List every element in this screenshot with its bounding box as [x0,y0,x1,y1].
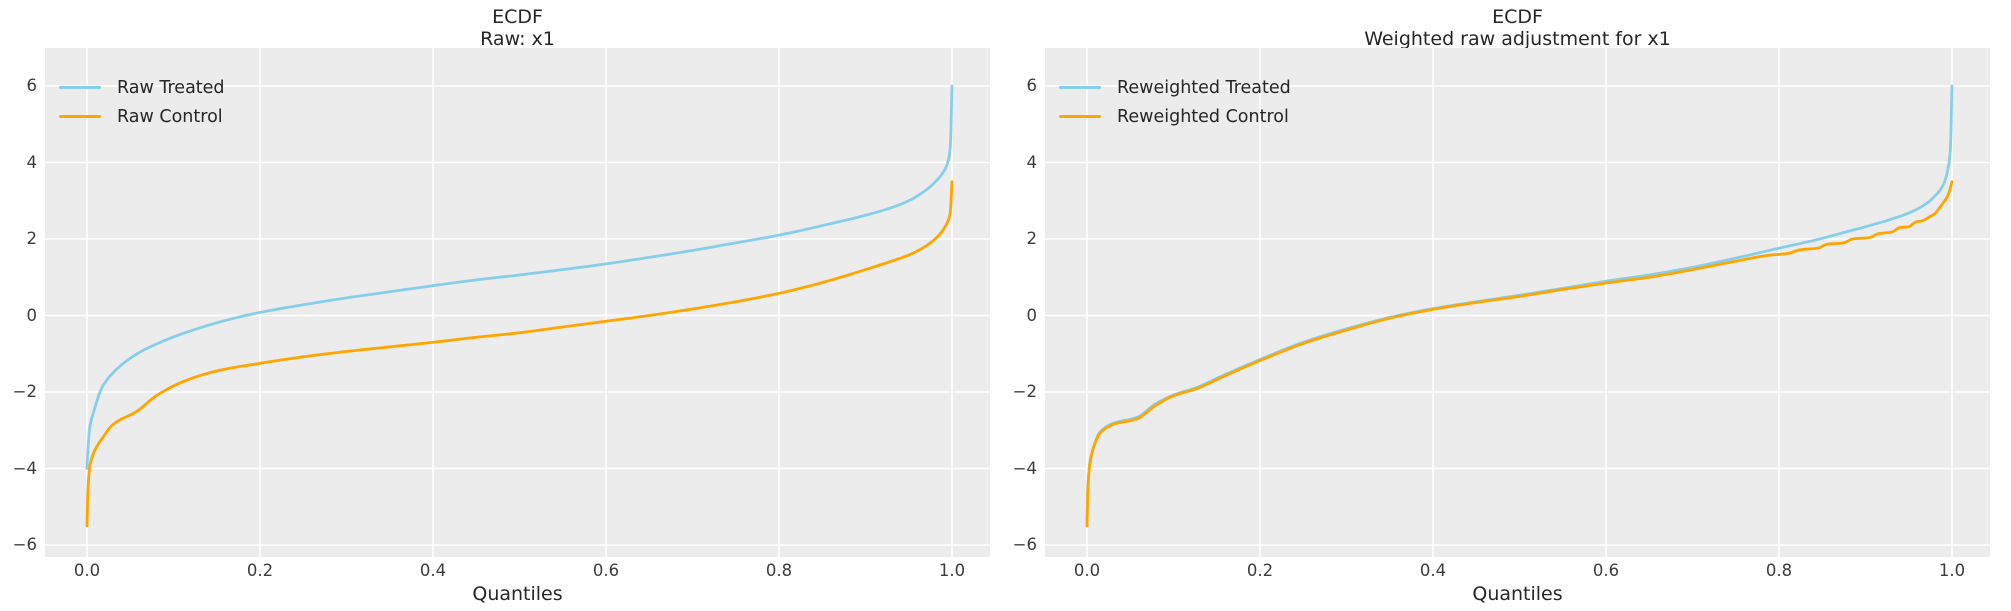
x-axis-label: Quantiles [472,583,563,605]
plot-area: Raw Treated Raw Control [45,48,990,557]
legend-line-sample [1059,86,1101,89]
y-tick-label: 6 [26,76,38,95]
legend-label: Raw Control [117,106,223,127]
legend-entry: Raw Treated [59,73,225,102]
x-tick-label: 0.6 [592,561,620,580]
plot-title: ECDF Raw: x1 [45,6,990,50]
legend-label: Reweighted Control [1117,106,1289,127]
series-line-reweighted-treated [1085,84,1954,528]
y-tick-label: −4 [1012,458,1037,478]
x-tick-label: 0.2 [246,561,274,580]
legend-entry: Reweighted Control [1059,102,1291,131]
y-tick-label: 0 [26,305,38,325]
x-tick-label: 0.0 [1073,561,1101,580]
gridlines [45,48,990,557]
plot-title-line1: ECDF [1492,6,1543,28]
y-tick-label: −2 [1012,382,1037,401]
y-tick-label: 2 [26,229,38,248]
x-tick-label: 0.2 [1246,561,1274,580]
plot-title: ECDF Weighted raw adjustment for x1 [1045,6,1990,50]
legend: Raw Treated Raw Control [59,73,225,131]
x-tick-label: 0.8 [765,561,793,580]
x-axis-label: Quantiles [1472,583,1563,605]
legend-label: Reweighted Treated [1117,77,1291,98]
legend-line-sample [1059,115,1101,118]
x-tick-label: 0.8 [1765,561,1793,580]
legend-entry: Reweighted Treated [1059,73,1291,102]
y-tick-label: −6 [1012,535,1037,554]
x-tick-label: 0.0 [73,561,101,580]
legend-line-sample [59,86,101,89]
y-tick-label: −2 [12,382,37,401]
y-tick-label: −6 [12,535,37,554]
plot-canvas [1045,48,1990,557]
legend: Reweighted Treated Reweighted Control [1059,73,1291,131]
y-tick-label: 4 [26,152,38,172]
x-tick-label: 0.4 [419,561,447,580]
gridlines [1045,48,1990,557]
y-tick-label: 2 [1026,229,1038,248]
plot-canvas [45,48,990,557]
plot-area: Reweighted Treated Reweighted Control [1045,48,1990,557]
series-line-raw-treated [85,84,954,470]
series-line-raw-control [85,180,954,528]
x-tick-label: 1.0 [938,561,966,580]
y-tick-label: 6 [1026,76,1038,95]
plot-title-line1: ECDF [492,6,543,28]
y-tick-label: 0 [1026,305,1038,325]
legend-line-sample [59,115,101,118]
legend-label: Raw Treated [117,77,225,98]
x-tick-label: 0.6 [1592,561,1620,580]
x-tick-label: 0.4 [1419,561,1447,580]
y-tick-label: −4 [12,458,37,478]
series-line-reweighted-control [1085,180,1954,528]
y-tick-label: 4 [1026,152,1038,172]
x-tick-label: 1.0 [1938,561,1966,580]
legend-entry: Raw Control [59,102,225,131]
plot-title-line2: Weighted raw adjustment for x1 [1364,28,1671,50]
plot-title-line2: Raw: x1 [480,28,555,50]
